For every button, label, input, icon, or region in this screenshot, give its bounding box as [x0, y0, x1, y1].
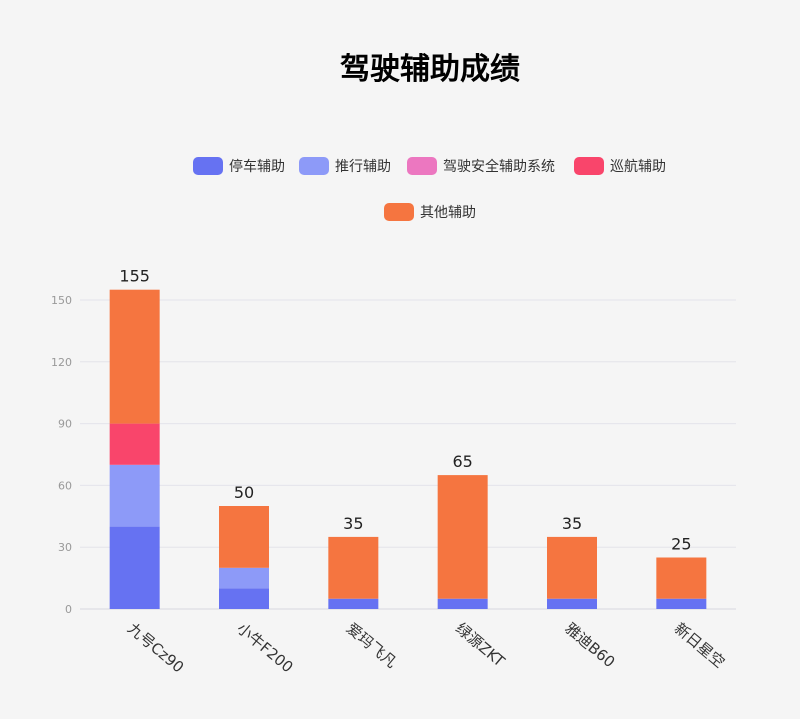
y-tick-label: 90 [58, 418, 72, 431]
legend-swatch [574, 157, 604, 175]
bar-segment[interactable] [109, 464, 160, 527]
chart-title: 驾驶辅助成绩 [340, 52, 520, 87]
legend-item[interactable]: 巡航辅助 [574, 157, 666, 175]
x-category-label: 爱玛飞凡 [343, 619, 401, 671]
legend-item[interactable]: 其他辅助 [384, 203, 476, 221]
legend-item[interactable]: 驾驶安全辅助系统 [407, 157, 555, 175]
x-category-label: 雅迪B60 [561, 619, 618, 671]
y-tick-label: 0 [65, 603, 72, 616]
bar-segment[interactable] [109, 526, 160, 609]
legend-item[interactable]: 停车辅助 [193, 157, 285, 175]
x-category-label: 九号Cz90 [124, 619, 187, 676]
bar-total-label: 35 [343, 514, 363, 533]
bar-segment[interactable] [109, 423, 160, 465]
bar-segment[interactable] [328, 536, 379, 599]
bar-total-label: 65 [452, 452, 472, 471]
legend-swatch [193, 157, 223, 175]
bar-segment[interactable] [656, 598, 707, 609]
legend-label: 巡航辅助 [610, 159, 666, 175]
bar-segment[interactable] [547, 598, 597, 609]
bar-total-label: 25 [671, 535, 691, 554]
legend-label: 推行辅助 [335, 159, 391, 175]
bar-total-label: 50 [234, 483, 254, 502]
bar-segment[interactable] [437, 475, 488, 599]
x-category-label: 新日星空 [671, 619, 729, 671]
y-tick-label: 120 [51, 356, 72, 369]
bar-segment[interactable] [437, 598, 488, 609]
total-labels: 155 50 35 65 35 25 [119, 267, 691, 554]
x-axis: 九号Cz90 小牛F200 爱玛飞凡 绿源ZKT 雅迪B60 新日星空 [124, 619, 728, 676]
bar-segment[interactable] [547, 536, 597, 599]
bars [109, 289, 707, 609]
legend-swatch [407, 157, 437, 175]
y-tick-label: 30 [58, 541, 72, 554]
bar-segment[interactable] [219, 588, 269, 609]
bar-total-label: 35 [562, 514, 582, 533]
legend-item[interactable]: 推行辅助 [299, 157, 391, 175]
y-axis: 0 30 60 90 120 150 [51, 294, 72, 616]
legend-label: 其他辅助 [420, 205, 476, 221]
bar-segment[interactable] [219, 506, 269, 568]
grid-lines [80, 299, 736, 610]
bar-segment[interactable] [219, 567, 269, 589]
y-tick-label: 150 [51, 294, 72, 307]
bar-total-label: 155 [119, 267, 150, 286]
bar-segment[interactable] [328, 598, 379, 609]
legend-swatch [299, 157, 329, 175]
legend-label: 驾驶安全辅助系统 [443, 158, 555, 175]
y-tick-label: 60 [58, 479, 72, 492]
bar-segment[interactable] [656, 557, 707, 599]
x-category-label: 绿源ZKT [452, 619, 509, 671]
x-category-label: 小牛F200 [233, 619, 296, 676]
bar-segment[interactable] [109, 289, 160, 424]
legend-label: 停车辅助 [229, 158, 285, 175]
legend-swatch [384, 203, 414, 221]
